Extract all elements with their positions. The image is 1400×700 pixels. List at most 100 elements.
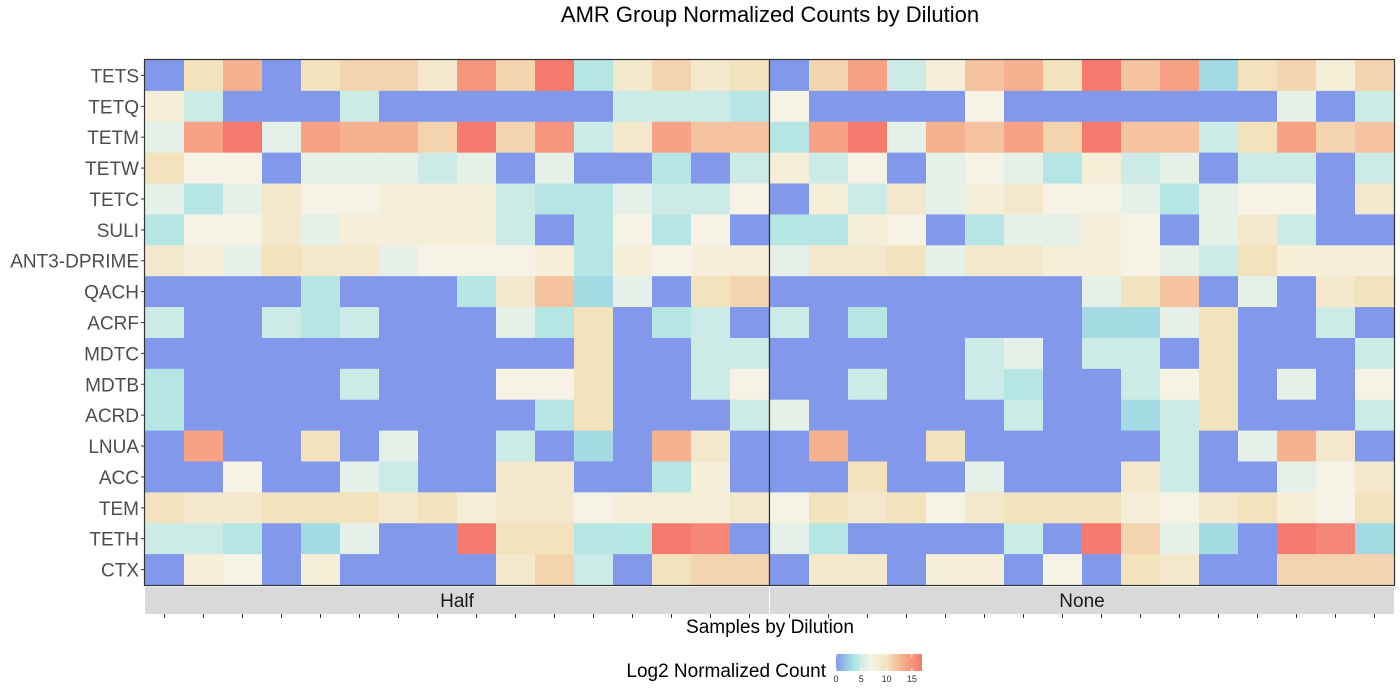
heatmap-cell (1004, 523, 1044, 555)
heatmap-cell (223, 60, 263, 92)
heatmap-cell (770, 307, 810, 339)
heatmap-cell (223, 152, 263, 184)
heatmap-cell (496, 276, 536, 308)
heatmap-cell (1004, 214, 1044, 246)
heatmap-cell (496, 214, 536, 246)
heatmap-cell (457, 492, 497, 524)
heatmap-cell (1160, 461, 1200, 493)
colorbar-ticks: 0 5 10 15 (833, 654, 917, 684)
heatmap-cell (926, 90, 966, 123)
x-axis-ticks (164, 614, 1375, 618)
heatmap-cell (379, 492, 419, 524)
heatmap-cell (1043, 183, 1083, 215)
heatmap-cell (535, 554, 575, 586)
heatmap-cell (1004, 492, 1044, 524)
heatmap-cell (1199, 554, 1239, 586)
heatmap-cell (613, 307, 653, 339)
heatmap-cell (184, 121, 224, 154)
heatmap-cell (223, 523, 263, 555)
heatmap-cell (223, 492, 263, 524)
heatmap-cell (809, 399, 849, 431)
heatmap-cell (965, 554, 1005, 586)
heatmap-cell (262, 492, 302, 524)
heatmap-cell (418, 276, 458, 308)
heatmap-cell (1160, 554, 1200, 586)
heatmap-cell (965, 461, 1005, 493)
heatmap-cell (1355, 399, 1395, 431)
heatmap-cell (965, 90, 1005, 123)
heatmap-cell (809, 214, 849, 246)
heatmap-cell (1082, 90, 1122, 123)
heatmap-cell (574, 461, 614, 493)
heatmap-cell (652, 430, 692, 462)
heatmap-cell (965, 307, 1005, 339)
heatmap-cell (535, 430, 575, 462)
heatmap-cell (574, 523, 614, 555)
heatmap-cell (340, 337, 380, 370)
heatmap-cell (223, 183, 263, 215)
heatmap-cell (1316, 60, 1356, 92)
heatmap-cell (262, 461, 302, 493)
heatmap-cell (1316, 307, 1356, 339)
heatmap-cell (262, 554, 302, 586)
heatmap-cell (691, 368, 731, 401)
heatmap-cell (965, 399, 1005, 431)
heatmap-cell (1277, 276, 1317, 308)
heatmap-cell (223, 399, 263, 431)
heatmap-cell (496, 492, 536, 524)
heatmap-cell (340, 461, 380, 493)
heatmap-cell (418, 368, 458, 401)
heatmap-cell (1121, 523, 1161, 555)
heatmap-cell (496, 60, 536, 92)
facet-strip (145, 587, 769, 614)
heatmap-cell (1043, 121, 1083, 154)
heatmap-cell (965, 492, 1005, 524)
heatmap-cell (1238, 307, 1278, 339)
heatmap-cell (770, 276, 810, 308)
heatmap-cell (1277, 214, 1317, 246)
heatmap-cell (1277, 492, 1317, 524)
heatmap-cell (1355, 554, 1395, 586)
heatmap-cell (535, 276, 575, 308)
heatmap-cell (184, 430, 224, 462)
heatmap-cell (652, 90, 692, 123)
heatmap-cell (1160, 152, 1200, 184)
heatmap-cell (1238, 245, 1278, 277)
heatmap-cell (340, 214, 380, 246)
heatmap-cell (379, 214, 419, 246)
heatmap-cell (1004, 368, 1044, 401)
heatmap-cell (1316, 523, 1356, 555)
heatmap-cell (1160, 276, 1200, 308)
heatmap-cell (848, 152, 888, 184)
heatmap-cell (1316, 399, 1356, 431)
heatmap-cell (1043, 430, 1083, 462)
heatmap-cell (652, 337, 692, 370)
y-tick-label: TETC (89, 190, 139, 211)
y-tick-label: TETW (85, 159, 139, 180)
heatmap-cell (652, 60, 692, 92)
heatmap-cell (379, 368, 419, 401)
heatmap-cell (1199, 523, 1239, 555)
heatmap-cell (1121, 554, 1161, 586)
heatmap-cell (770, 60, 810, 92)
legend-title: Log2 Normalized Count (626, 661, 826, 682)
heatmap-cell (691, 523, 731, 555)
heatmap-cell (1316, 152, 1356, 184)
heatmap-cell (887, 276, 927, 308)
heatmap-cell (457, 307, 497, 339)
heatmap-cell (887, 183, 927, 215)
heatmap-cell (1082, 307, 1122, 339)
heatmap-cell (301, 492, 341, 524)
heatmap-cell (262, 430, 302, 462)
heatmap-cell (691, 60, 731, 92)
heatmap-cell (887, 152, 927, 184)
heatmap-cell (301, 276, 341, 308)
heatmap-cell (1277, 307, 1317, 339)
heatmap-cell (1316, 245, 1356, 277)
heatmap-cell (301, 214, 341, 246)
heatmap-cell (457, 461, 497, 493)
heatmap-cell (1199, 60, 1239, 92)
heatmap-cell (1121, 368, 1161, 401)
heatmap-cell (652, 492, 692, 524)
heatmap-cell (1277, 399, 1317, 431)
